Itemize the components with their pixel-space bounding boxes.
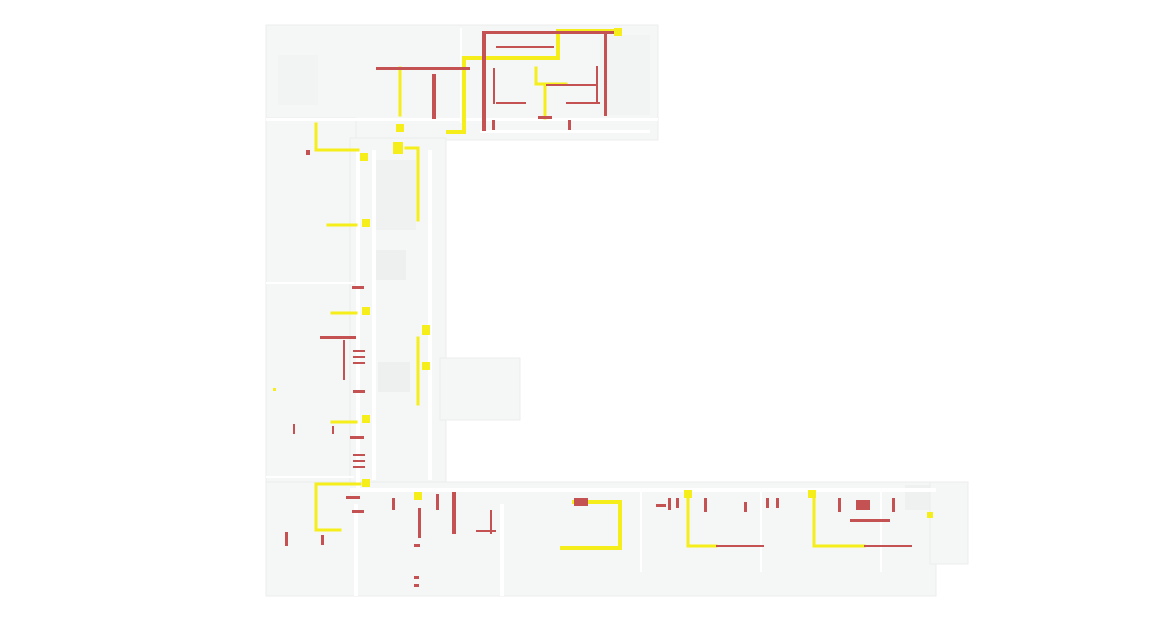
yellow-node [360,153,368,161]
yellow-node [362,307,370,315]
red-marker [353,390,365,393]
red-marker [668,498,671,510]
yellow-node [808,490,816,498]
red-marker [350,436,364,439]
yellow-node [362,415,370,423]
red-marker [353,350,365,352]
red-marker [452,492,456,534]
red-marker [293,424,295,434]
side-room [439,357,521,421]
red-marker [352,510,364,513]
red-marker [656,504,666,507]
yellow-node [614,28,622,36]
red-marker [353,362,365,364]
red-marker [496,102,526,104]
yellow-route [560,500,622,550]
yellow-route [314,122,360,152]
red-marker [353,356,365,358]
red-marker [546,84,596,86]
red-marker [492,120,495,130]
red-marker [343,340,345,380]
red-marker [850,519,890,522]
red-marker [776,498,779,508]
yellow-node [362,219,370,227]
yellow-node [684,490,692,498]
yellow-node [414,492,422,500]
red-marker [864,545,912,547]
red-marker [484,31,614,34]
red-marker [476,530,496,532]
yellow-route [314,482,362,532]
red-marker [432,74,436,119]
red-marker [574,498,588,506]
red-marker [892,498,895,512]
red-marker [320,336,356,339]
red-marker [306,150,310,155]
red-marker [376,67,470,70]
red-marker [436,494,439,510]
yellow-node [396,124,404,132]
yellow-route [812,494,866,548]
right-end [929,481,969,565]
yellow-route [404,146,420,222]
red-marker [285,532,288,546]
yellow-node [273,388,276,391]
red-marker [414,584,419,587]
red-marker [538,116,552,119]
red-marker [568,120,571,130]
red-marker [716,545,764,547]
red-marker [332,426,334,434]
red-marker [321,535,324,545]
red-marker [496,46,554,48]
red-marker [392,498,395,510]
red-marker [493,68,495,104]
red-marker [744,502,747,512]
red-marker [418,508,421,538]
yellow-route [446,29,560,134]
red-marker [766,498,769,508]
red-marker [353,460,365,462]
red-marker [352,286,364,289]
red-marker [414,544,420,547]
red-marker [353,454,365,456]
red-marker [596,66,598,102]
red-marker [838,498,841,512]
red-marker [414,576,419,579]
red-marker [566,102,600,104]
red-marker [482,31,486,131]
yellow-node [422,362,430,370]
red-marker [704,498,707,512]
yellow-node [927,512,933,518]
yellow-node [362,479,370,487]
yellow-node [393,142,403,154]
bottom-wing [265,481,937,597]
red-marker [346,496,360,499]
red-marker [676,498,679,508]
building-footprint [265,24,969,597]
red-marker [353,466,365,468]
red-marker [604,34,607,116]
red-marker [856,500,870,510]
yellow-node [422,325,430,335]
yellow-route [686,494,718,548]
red-markers [285,31,912,587]
red-marker [490,510,492,534]
